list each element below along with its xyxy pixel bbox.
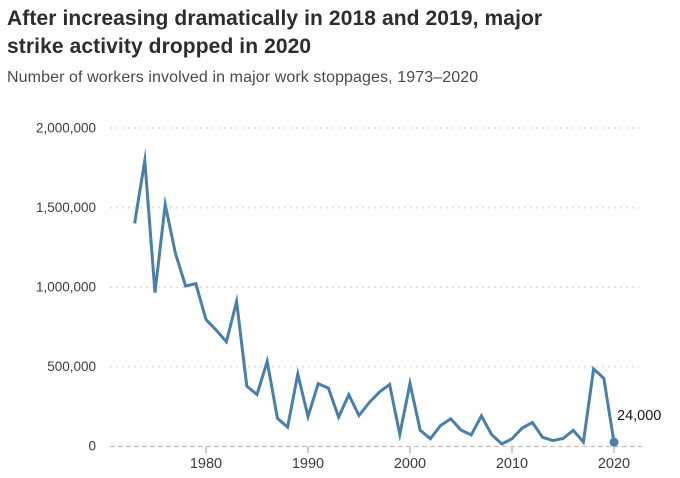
- strike-chart-svg: 1980 1990 2000 2010 2020 0 500,000 1,000,000 1,5…: [36, 121, 661, 473]
- y-tick-label: 1,500,000: [36, 200, 96, 215]
- x-tick-label: 2020: [598, 456, 630, 472]
- x-tick-label: 2010: [496, 456, 528, 472]
- chart-title-line2: strike activity dropped in 2020: [7, 35, 312, 58]
- x-tick-label: 1980: [190, 456, 222, 472]
- plot-area: 1980 1990 2000 2010 2020 0 500,000 1,000,000 1,5…: [0, 110, 680, 478]
- y-tick-label: 1,000,000: [36, 280, 96, 295]
- y-tick-label: 2,000,000: [36, 121, 96, 136]
- y-tick-label: 500,000: [47, 359, 96, 374]
- chart-subtitle: Number of workers involved in major work…: [7, 69, 479, 86]
- x-tick-label: 2000: [394, 456, 426, 472]
- chart-title-line1: After increasing dramatically in 2018 an…: [7, 7, 543, 30]
- endpoint-annotation: 24,000: [617, 408, 661, 424]
- y-tick-label: 0: [88, 439, 96, 454]
- strike-line: [133, 147, 616, 446]
- x-tick-label: 1990: [292, 456, 324, 472]
- chart-title: After increasing dramatically in 2018 an…: [7, 5, 542, 61]
- endpoint-dot: [609, 437, 619, 447]
